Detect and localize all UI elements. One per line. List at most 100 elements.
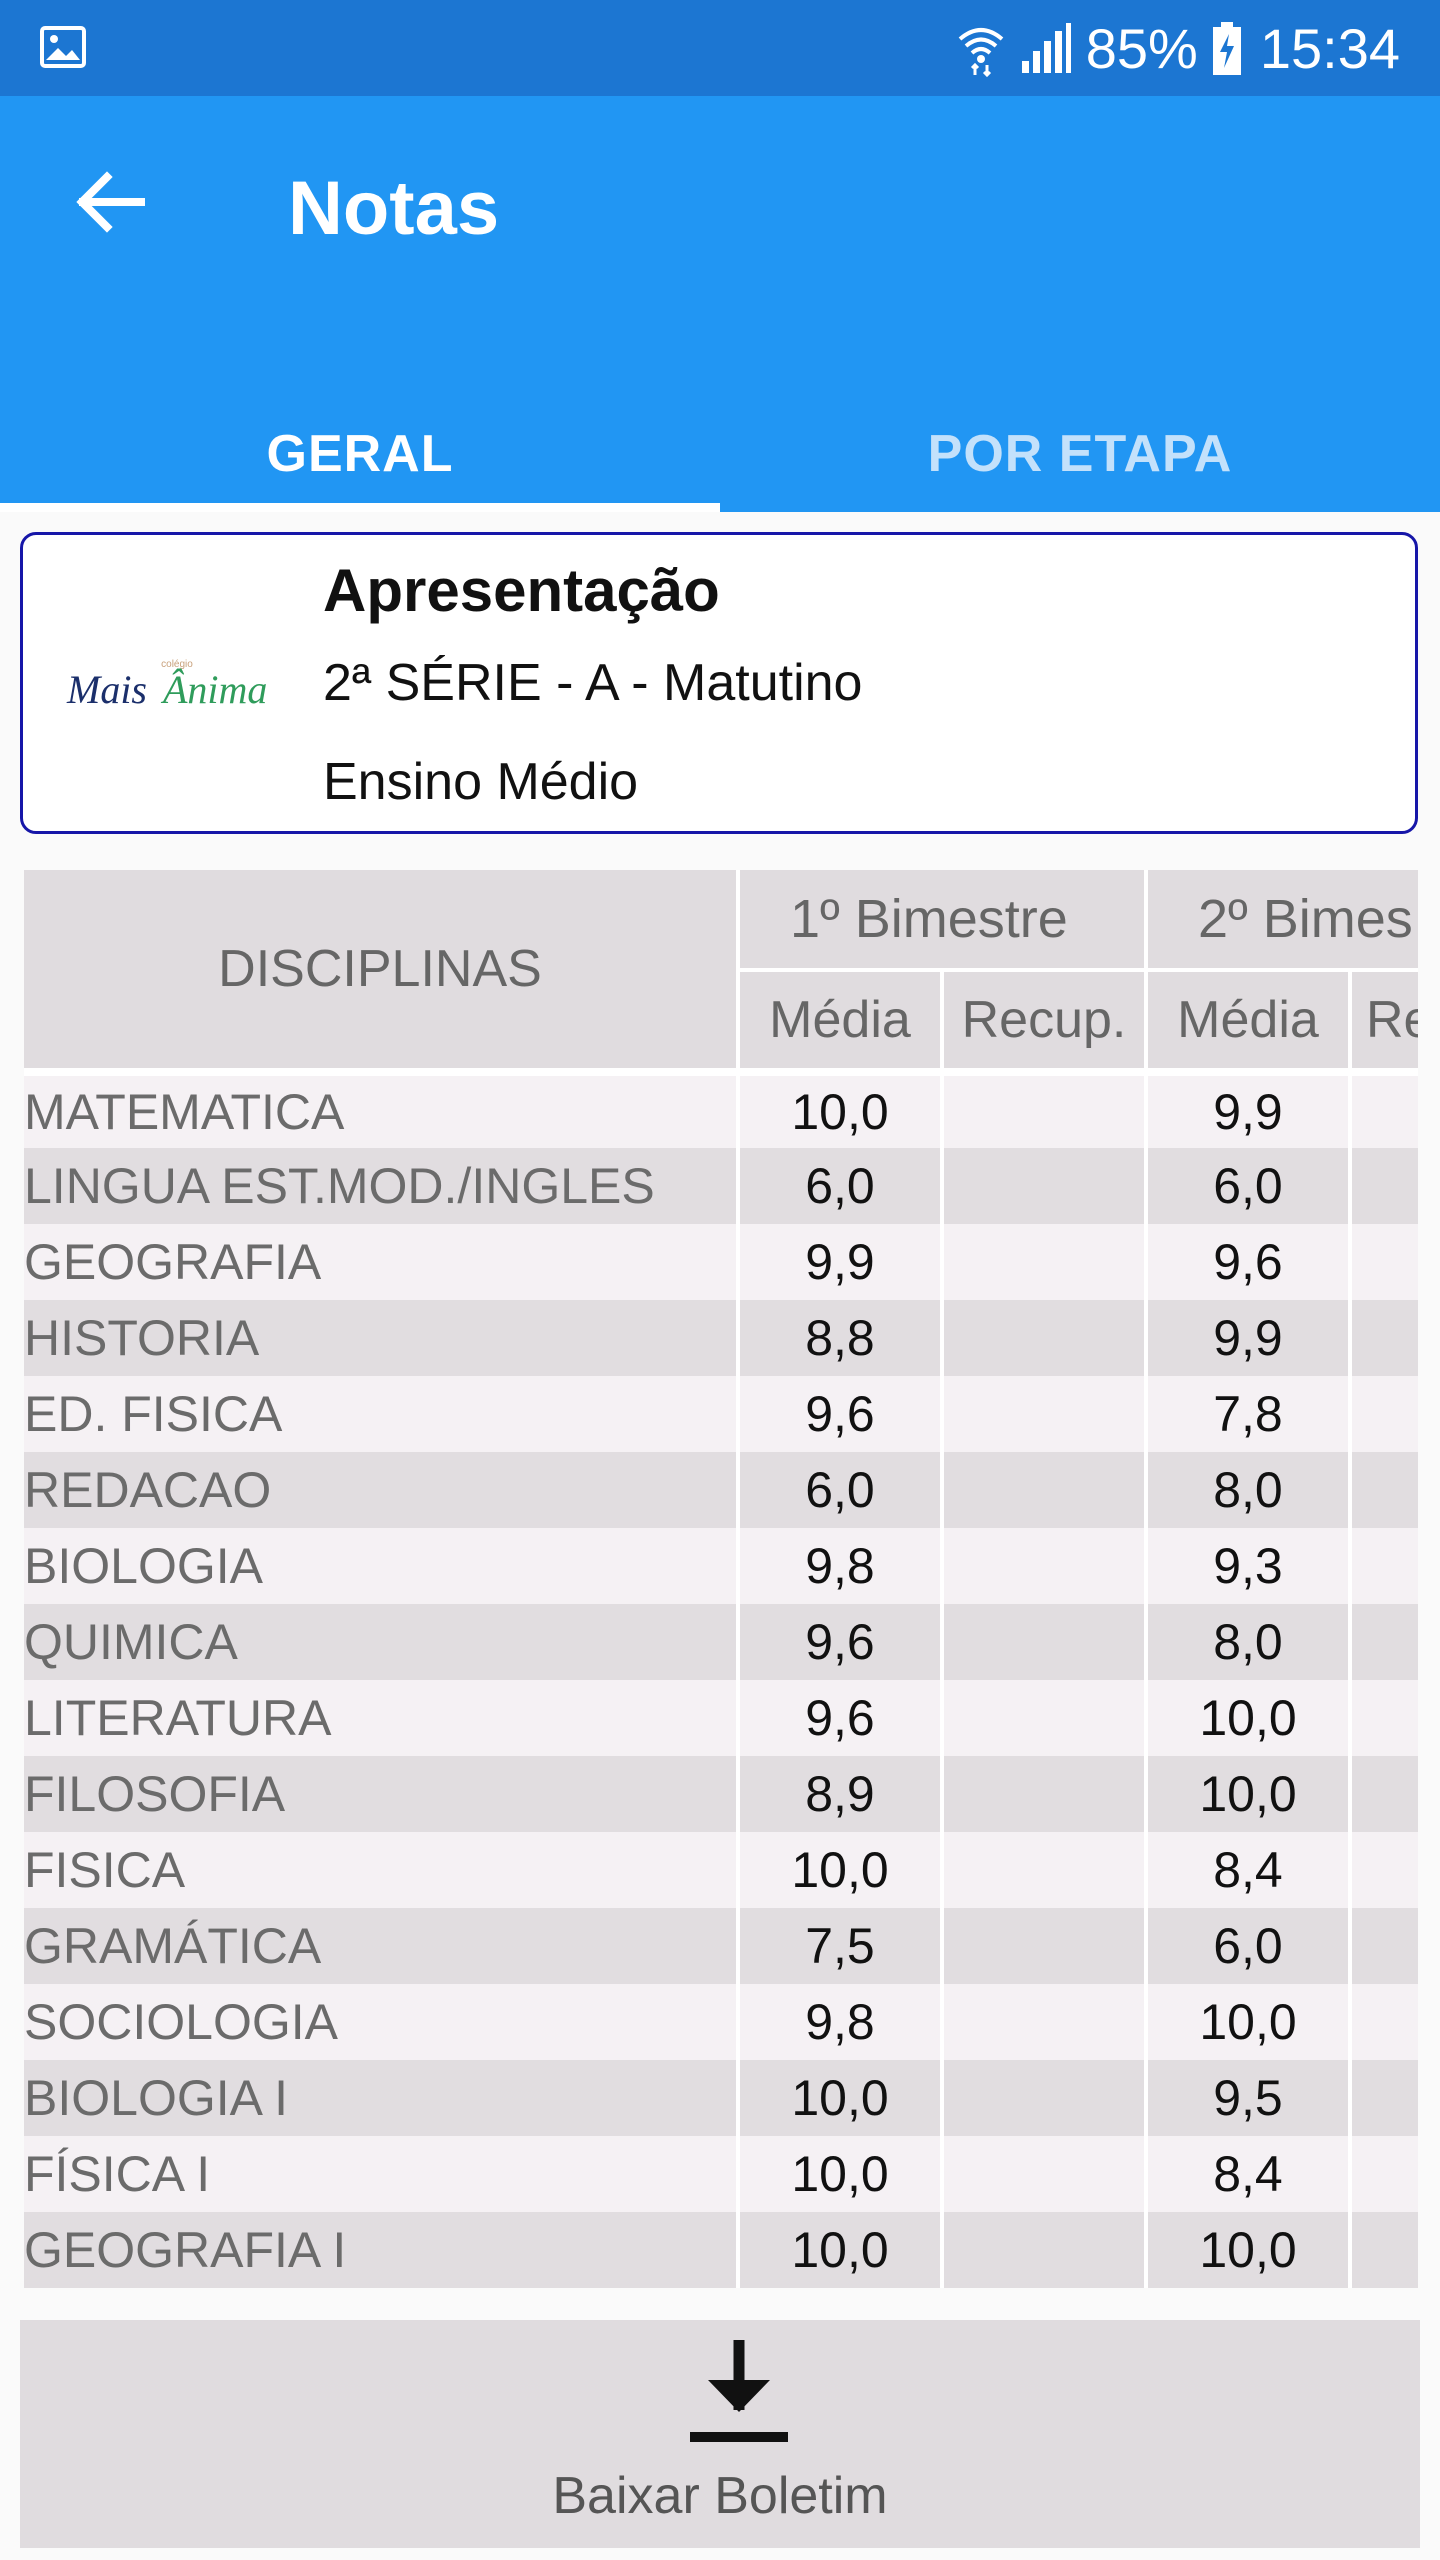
- grade-media-1: 9,6: [740, 1604, 944, 1680]
- download-report-button[interactable]: Baixar Boletim: [20, 2320, 1420, 2548]
- class-info: 2ª SÉRIE - A - Matutino: [323, 654, 863, 712]
- download-icon: [690, 2340, 788, 2442]
- table-row: BIOLOGIA 9,8 9,3: [24, 1528, 1418, 1604]
- table-row: LITERATURA 9,6 10,0: [24, 1680, 1418, 1756]
- table-row: FISICA 10,0 8,4: [24, 1832, 1418, 1908]
- grade-recup-2: [1352, 1452, 1418, 1528]
- school-logo: colégio Mais Ânima: [66, 659, 267, 712]
- discipline-name: LITERATURA: [24, 1680, 740, 1756]
- battery-percentage: 85%: [1085, 17, 1198, 80]
- grade-media-2: 9,9: [1148, 1300, 1352, 1376]
- grade-recup-2: [1352, 1528, 1418, 1604]
- card-text: Apresentação 2ª SÉRIE - A - Matutino Ens…: [323, 549, 862, 831]
- grade-recup-2: [1352, 1984, 1418, 2060]
- grade-media-1: 9,8: [740, 1528, 944, 1604]
- discipline-name: MATEMATICA: [24, 1072, 740, 1148]
- discipline-name: FÍSICA I: [24, 2136, 740, 2212]
- sub-header-media-2: Média: [1148, 972, 1352, 1072]
- table-row: LINGUA EST.MOD./INGLES 6,0 6,0: [24, 1148, 1418, 1224]
- grade-recup-2: [1352, 1604, 1418, 1680]
- grade-media-2: 10,0: [1148, 2212, 1352, 2288]
- grade-media-2: 7,8: [1148, 1376, 1352, 1452]
- course-title: Apresentação: [323, 557, 720, 624]
- table-row: FILOSOFIA 8,9 10,0: [24, 1756, 1418, 1832]
- svg-text:Ânima: Ânima: [160, 667, 267, 712]
- grades-table: DISCIPLINAS 1º Bimestre 2º Bimes Média R…: [24, 870, 1418, 2288]
- image-icon: [40, 26, 86, 68]
- grade-recup-2: [1352, 1908, 1418, 1984]
- grade-media-2: 6,0: [1148, 1148, 1352, 1224]
- discipline-name: GEOGRAFIA I: [24, 2212, 740, 2288]
- grade-media-1: 10,0: [740, 2212, 944, 2288]
- grade-recup-1: [944, 1452, 1148, 1528]
- grade-recup-1: [944, 1604, 1148, 1680]
- grade-recup-2: [1352, 2212, 1418, 2288]
- discipline-name: FISICA: [24, 1832, 740, 1908]
- grade-media-1: 8,8: [740, 1300, 944, 1376]
- grade-recup-1: [944, 1300, 1148, 1376]
- tab-bar: GERAL POR ETAPA: [0, 396, 1440, 512]
- grade-media-2: 9,5: [1148, 2060, 1352, 2136]
- discipline-name: ED. FISICA: [24, 1376, 740, 1452]
- discipline-name: GRAMÁTICA: [24, 1908, 740, 1984]
- grade-recup-1: [944, 1148, 1148, 1224]
- page-title: Notas: [288, 166, 500, 251]
- signal-icon: [1021, 23, 1071, 73]
- grade-media-2: 6,0: [1148, 1908, 1352, 1984]
- table-row: QUIMICA 9,6 8,0: [24, 1604, 1418, 1680]
- grade-media-2: 9,6: [1148, 1224, 1352, 1300]
- grade-recup-1: [944, 1072, 1148, 1148]
- grade-recup-1: [944, 1224, 1148, 1300]
- grade-media-1: 9,9: [740, 1224, 944, 1300]
- grade-recup-2: [1352, 2060, 1418, 2136]
- grade-recup-1: [944, 2136, 1148, 2212]
- discipline-name: GEOGRAFIA: [24, 1224, 740, 1300]
- grade-recup-2: [1352, 1756, 1418, 1832]
- period-header-2: 2º Bimes: [1148, 870, 1418, 972]
- table-row: GRAMÁTICA 7,5 6,0: [24, 1908, 1418, 1984]
- grade-media-1: 9,6: [740, 1680, 944, 1756]
- grade-recup-2: [1352, 1376, 1418, 1452]
- grade-recup-1: [944, 1832, 1148, 1908]
- grade-recup-2: [1352, 1148, 1418, 1224]
- battery-charging-icon: [1212, 22, 1241, 75]
- grade-recup-2: [1352, 1224, 1418, 1300]
- grade-media-2: 8,4: [1148, 1832, 1352, 1908]
- grade-recup-1: [944, 1908, 1148, 1984]
- grade-recup-2: [1352, 2136, 1418, 2212]
- grade-media-2: 9,9: [1148, 1072, 1352, 1148]
- grade-recup-2: [1352, 1072, 1418, 1148]
- table-row: GEOGRAFIA I 10,0 10,0: [24, 2212, 1418, 2288]
- grade-media-1: 8,9: [740, 1756, 944, 1832]
- tab-por-etapa[interactable]: POR ETAPA: [927, 425, 1233, 483]
- sub-header-media-1: Média: [740, 972, 944, 1072]
- table-row: GEOGRAFIA 9,9 9,6: [24, 1224, 1418, 1300]
- grade-recup-2: [1352, 1300, 1418, 1376]
- grade-media-1: 10,0: [740, 2060, 944, 2136]
- sub-header-recup-1: Recup.: [944, 972, 1148, 1072]
- status-time: 15:34: [1259, 17, 1400, 80]
- grade-media-1: 10,0: [740, 1832, 944, 1908]
- grades-table-container[interactable]: DISCIPLINAS 1º Bimestre 2º Bimes Média R…: [24, 870, 1418, 2294]
- download-label: Baixar Boletim: [552, 2467, 888, 2525]
- wifi-icon: [958, 28, 1004, 77]
- grade-media-1: 6,0: [740, 1148, 944, 1224]
- grade-media-1: 7,5: [740, 1908, 944, 1984]
- svg-text:Mais: Mais: [66, 667, 147, 712]
- tab-geral[interactable]: GERAL: [0, 396, 720, 512]
- grade-media-2: 10,0: [1148, 1756, 1352, 1832]
- grade-media-2: 8,0: [1148, 1604, 1352, 1680]
- sub-header-recup-2: Re: [1352, 972, 1418, 1072]
- education-level: Ensino Médio: [323, 753, 639, 811]
- table-row: BIOLOGIA I 10,0 9,5: [24, 2060, 1418, 2136]
- grade-recup-1: [944, 1984, 1148, 2060]
- grade-media-1: 10,0: [740, 1072, 944, 1148]
- grade-recup-2: [1352, 1680, 1418, 1756]
- svg-text:colégio: colégio: [161, 659, 193, 670]
- grade-recup-1: [944, 1528, 1148, 1604]
- discipline-name: HISTORIA: [24, 1300, 740, 1376]
- table-row: ED. FISICA 9,6 7,8: [24, 1376, 1418, 1452]
- discipline-name: FILOSOFIA: [24, 1756, 740, 1832]
- grade-media-2: 9,3: [1148, 1528, 1352, 1604]
- back-button[interactable]: [60, 162, 160, 242]
